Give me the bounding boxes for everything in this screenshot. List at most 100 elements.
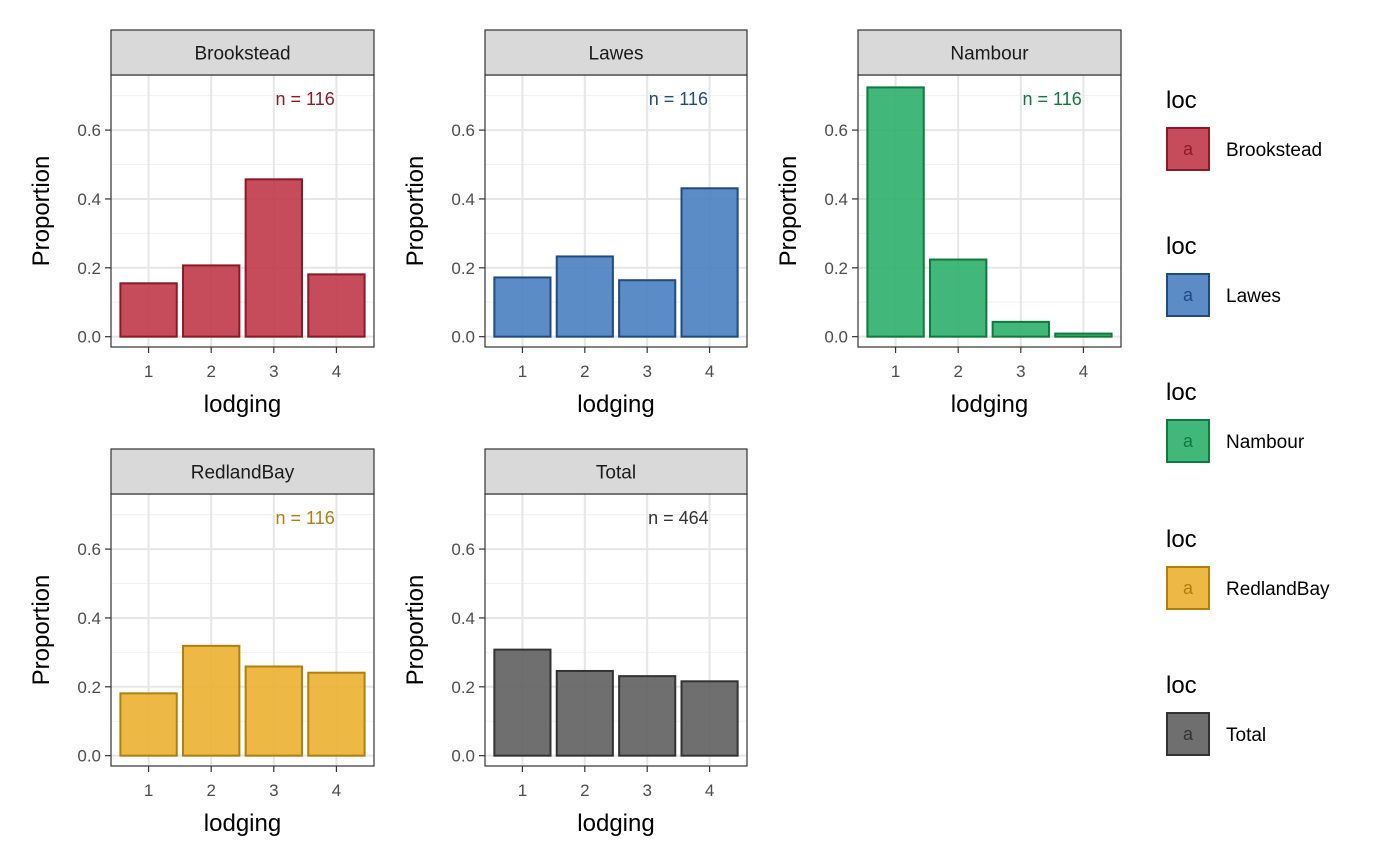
bar-redlandbay-4 [307,671,366,757]
bar-nambour-3 [991,320,1050,338]
sample-size-annotation: n = 116 [1023,89,1082,109]
y-tick-label: 0.6 [451,540,475,559]
x-tick-label: 2 [953,362,962,381]
x-axis-title: lodging [204,810,281,837]
facet-strip [110,448,375,495]
bar-total-1 [493,648,552,757]
x-tick-label: 1 [518,781,527,800]
x-axis-title: lodging [577,391,654,418]
bar-redlandbay-3 [244,665,303,757]
bar-redlandbay-1 [119,692,178,757]
y-tick-label: 0.2 [451,259,475,278]
facet-strip-label: Brookstead [194,44,290,65]
facet-strip [857,29,1122,76]
legend-key [1166,419,1210,463]
legend-title: loc [1166,379,1197,406]
legend-key [1166,566,1210,610]
y-axis-title: Proportion [28,575,55,686]
sample-size-annotation: n = 116 [276,89,335,109]
y-tick-label: 0.2 [77,259,101,278]
bar-brookstead-2 [182,264,241,338]
facet-strip-label: RedlandBay [191,463,295,484]
x-tick-label: 4 [332,781,341,800]
facet-strip [110,29,375,76]
x-tick-label: 1 [891,362,900,381]
x-tick-label: 1 [518,362,527,381]
legend-key-glyph: a [1183,431,1194,451]
bar-total-2 [555,669,614,757]
facet-panel-total: Total n = 464 0.0 0.2 0.4 0.6 1 2 3 4 lodging Propo… [402,448,748,837]
x-tick-label: 2 [580,781,589,800]
bar-nambour-2 [929,258,988,338]
facet-strip-label: Nambour [950,44,1029,65]
y-axis-title: Proportion [402,575,429,686]
legend-label: Nambour [1226,432,1305,453]
legend-key [1166,127,1210,171]
legend-label: Total [1226,725,1266,746]
x-tick-label: 3 [1016,362,1025,381]
bar-redlandbay-2 [182,644,241,757]
y-tick-label: 0.0 [824,328,848,347]
y-tick-label: 0.0 [77,747,101,766]
x-tick-label: 3 [642,362,651,381]
legend-title: loc [1166,87,1197,114]
x-tick-label: 4 [1079,362,1088,381]
x-tick-label: 1 [144,781,153,800]
legend-brookstead: loc a Brookstead [1166,87,1322,171]
y-tick-label: 0.6 [824,121,848,140]
legend-lawes: loc a Lawes [1166,233,1281,317]
x-axis-title: lodging [204,391,281,418]
y-tick-label: 0.4 [824,190,848,209]
bar-brookstead-4 [307,273,366,338]
y-tick-label: 0.4 [77,190,101,209]
bar-total-3 [618,675,677,757]
x-tick-label: 4 [705,781,714,800]
y-tick-label: 0.4 [77,609,101,628]
x-tick-label: 2 [580,362,589,381]
y-tick-label: 0.4 [451,609,475,628]
legend-key-glyph: a [1183,724,1194,744]
legend-title: loc [1166,672,1197,699]
y-axis-title: Proportion [402,156,429,267]
x-tick-label: 1 [144,362,153,381]
bar-lawes-2 [555,255,614,338]
legend-nambour: loc a Nambour [1166,379,1305,463]
legend-redlandbay: loc a RedlandBay [1166,526,1330,610]
x-tick-label: 3 [269,362,278,381]
y-axis-title: Proportion [775,156,802,267]
legend-label: RedlandBay [1226,579,1330,600]
legend-key-glyph: a [1183,285,1194,305]
bar-nambour-4 [1054,332,1113,338]
legend-key-glyph: a [1183,578,1194,598]
y-tick-label: 0.6 [77,121,101,140]
y-tick-label: 0.0 [451,747,475,766]
y-tick-label: 0.0 [77,328,101,347]
legend-key-glyph: a [1183,139,1194,159]
facet-panel-lawes: Lawes n = 116 0.0 0.2 0.4 0.6 1 2 3 4 lodging Propo… [402,29,748,418]
bar-lawes-4 [680,187,739,338]
legend-key [1166,273,1210,317]
sample-size-annotation: n = 464 [648,508,709,528]
y-tick-label: 0.6 [451,121,475,140]
legend-total: loc a Total [1166,672,1266,756]
y-tick-label: 0.2 [451,678,475,697]
y-tick-label: 0.6 [77,540,101,559]
bar-brookstead-1 [119,282,178,338]
facet-panel-redlandbay: RedlandBay n = 116 0.0 0.2 0.4 0.6 1 2 3 4 lodging… [28,448,375,837]
x-tick-label: 4 [705,362,714,381]
y-tick-label: 0.2 [77,678,101,697]
facet-strip-label: Lawes [589,44,644,65]
facet-strip-label: Total [596,463,636,484]
y-tick-label: 0.0 [451,328,475,347]
x-tick-label: 2 [206,781,215,800]
sample-size-annotation: n = 116 [276,508,335,528]
bar-lawes-3 [618,279,677,338]
x-tick-label: 4 [332,362,341,381]
facet-strip [484,29,748,76]
legend-key [1166,712,1210,756]
bar-total-4 [680,680,739,757]
y-axis-title: Proportion [28,156,55,267]
x-axis-title: lodging [577,810,654,837]
x-axis-title: lodging [951,391,1028,418]
